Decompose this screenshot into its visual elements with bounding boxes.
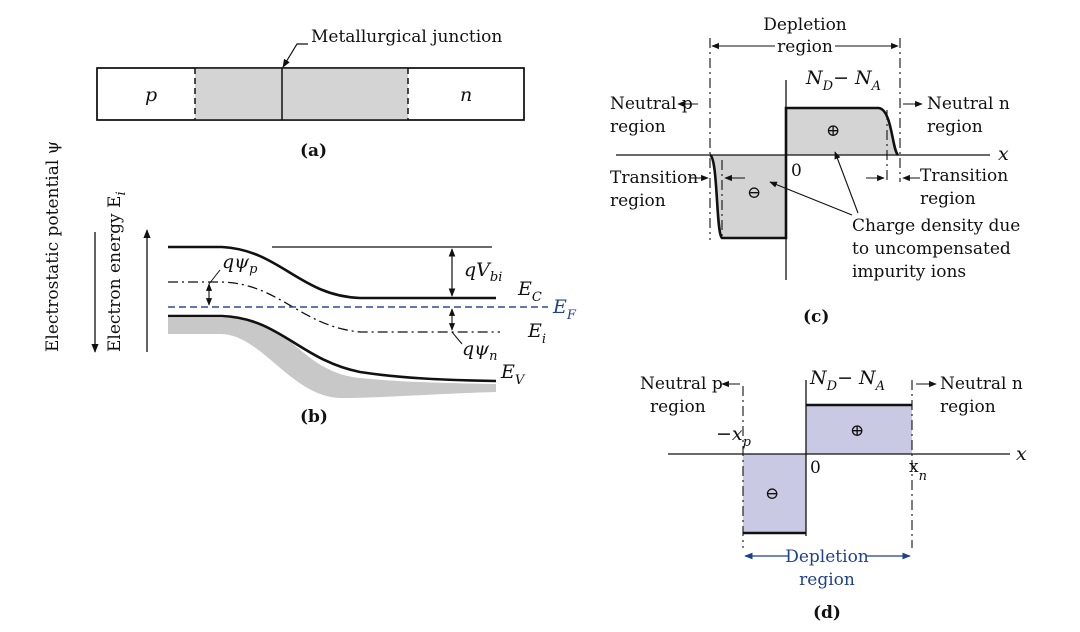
p-label: p — [145, 84, 157, 106]
zero-label-d: 0 — [810, 458, 821, 478]
minus-sign-d: ⊖ — [765, 484, 779, 504]
valence-band-shadow — [168, 318, 496, 398]
n-label: n — [460, 84, 472, 106]
caption-a: (a) — [300, 141, 327, 161]
neutral-n-region-c: region — [927, 117, 983, 137]
valence-band-edge — [168, 314, 497, 383]
conduction-band-edge — [168, 245, 496, 300]
depletion-shaded-region — [195, 68, 408, 120]
depletion-label-d-2: region — [799, 570, 855, 590]
q-psi-p-leader — [208, 269, 221, 285]
charge-label-3: impurity ions — [852, 262, 966, 282]
nd-na-label-c: ND− NA — [805, 67, 881, 94]
caption-c: (c) — [803, 307, 829, 327]
neutral-n-region-d: region — [940, 397, 996, 417]
depletion-label-c-1: Depletion — [763, 15, 847, 35]
ei-label: Ei — [527, 320, 546, 347]
q-psi-p-label: qψp — [222, 251, 258, 277]
charge-profile-curve — [708, 106, 900, 240]
x-label-c: x — [998, 143, 1009, 165]
neutral-p-region-c: region — [610, 117, 666, 137]
plus-sign-d: ⊕ — [850, 421, 864, 441]
intrinsic-level — [168, 281, 500, 333]
bar-outline — [96, 67, 525, 121]
panel-a: p n Metallurgical junction (a) — [96, 27, 525, 161]
neutral-n-label-d: Neutral n — [940, 374, 1023, 394]
positive-charge-block — [786, 108, 898, 155]
x-label-d: x — [1016, 443, 1027, 465]
electrostatic-potential-label: Electrostatic potential ψ — [43, 141, 63, 352]
caption-b: (b) — [300, 407, 328, 427]
neutral-p-region-d: region — [650, 397, 706, 417]
junction-pointer — [282, 43, 308, 68]
panel-c: Depletion region ND− NA Neutral p region… — [610, 15, 1020, 327]
positive-charge-box-d — [806, 405, 912, 454]
panel-d: ND− NA Neutral p region Neutral n region… — [640, 367, 1027, 623]
panel-b: qVbi qψp qψn EC EF Ei EV Electrostatic p… — [43, 141, 577, 427]
xn-label: xn — [909, 457, 927, 484]
nd-na-label-d: ND− NA — [809, 367, 885, 394]
charge-label-2: to uncompensated — [852, 239, 1011, 259]
transition-right-region: region — [920, 189, 976, 209]
ec-label: EC — [517, 278, 542, 305]
ef-label: EF — [552, 296, 577, 323]
neutral-p-label-d: Neutral p — [640, 374, 723, 394]
transition-left-region: region — [610, 191, 666, 211]
depletion-label-d-1: Depletion — [785, 547, 869, 567]
charge-pointer-1 — [834, 151, 859, 214]
charge-label-1: Charge density due — [852, 216, 1020, 236]
plus-sign-c: ⊕ — [826, 121, 840, 141]
electron-energy-label: Electron energy Ei — [105, 191, 129, 352]
q-psi-n-leader — [451, 331, 463, 345]
minus-sign-c: ⊖ — [747, 183, 761, 203]
neutral-n-label-c: Neutral n — [927, 94, 1010, 114]
caption-d: (d) — [813, 603, 841, 623]
neutral-p-label-c: Neutral p — [610, 94, 693, 114]
ev-label: EV — [500, 361, 526, 388]
junction-label: Metallurgical junction — [311, 27, 502, 47]
charge-pointer-2 — [769, 181, 853, 216]
xp-label: −xp — [716, 423, 752, 450]
depletion-label-c-2: region — [777, 37, 833, 57]
zero-label-c: 0 — [791, 161, 802, 181]
transition-left-label: Transition — [610, 168, 698, 188]
transition-right-label: Transition — [920, 166, 1008, 186]
negative-charge-box-d — [743, 454, 806, 533]
qvbi-label: qVbi — [464, 259, 502, 285]
q-psi-n-label: qψn — [462, 338, 497, 364]
